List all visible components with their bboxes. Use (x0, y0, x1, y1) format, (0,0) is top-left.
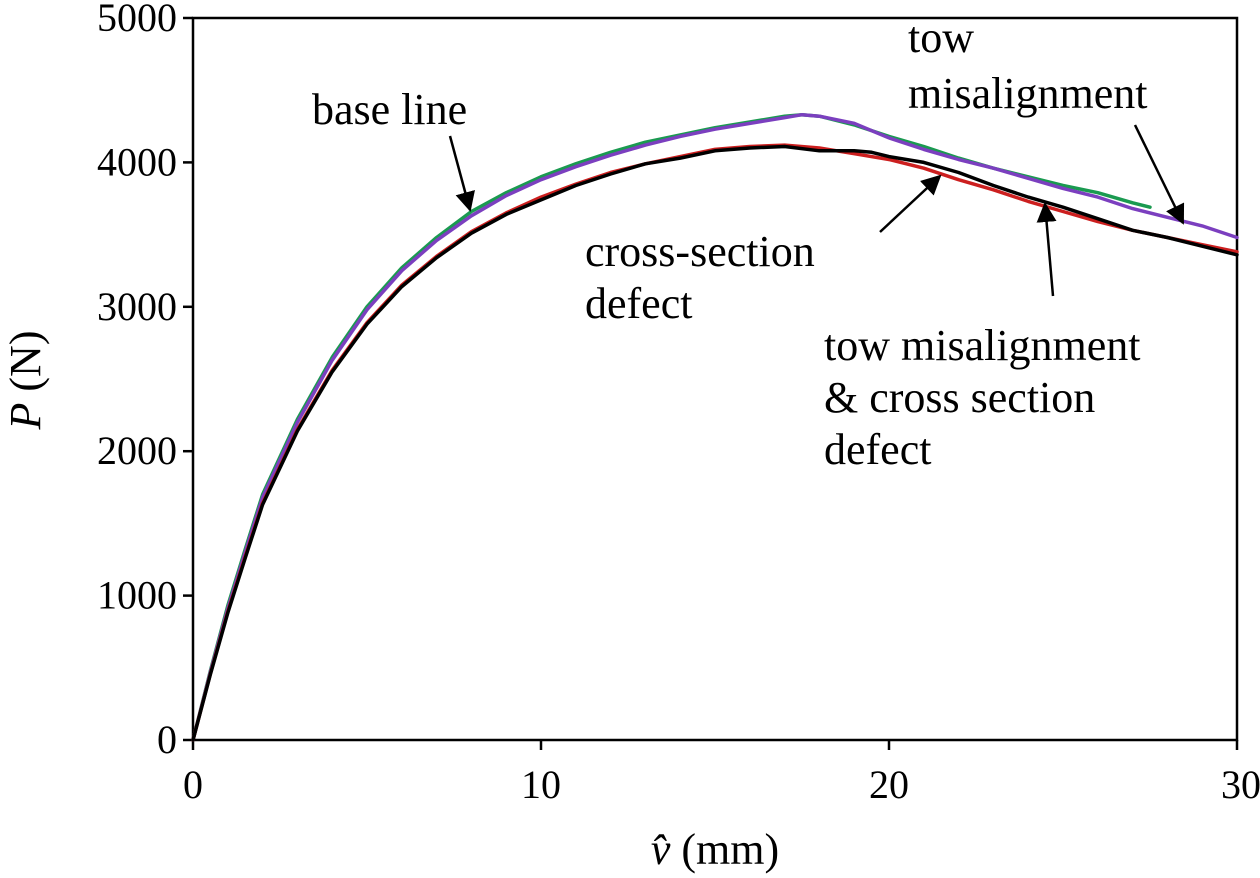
y-axis-label: P (N) (1, 331, 50, 431)
annotation-base-line: base line (312, 85, 475, 212)
x-tick-label: 10 (521, 762, 561, 807)
x-tick-label: 20 (869, 762, 909, 807)
y-tick-label: 5000 (97, 0, 177, 40)
plot-area-frame (191, 16, 1239, 742)
annotation-text: tow misalignment (908, 13, 1148, 118)
y-tick-label: 3000 (97, 284, 177, 329)
annotation-text: tow misalignment & cross section defect (824, 321, 1152, 474)
annotation-tow-misalignment: tow misalignment (908, 13, 1185, 225)
series-layer (191, 112, 1239, 742)
y-tick-label: 0 (157, 717, 177, 762)
x-axis-ticks: 0 10 20 30 (183, 740, 1260, 807)
x-axis-label-text: v̂ (mm) (651, 825, 779, 874)
series-line-tow-misalignment (191, 112, 1239, 742)
annotation-arrow (1133, 124, 1185, 225)
annotation-text: base line (312, 85, 467, 134)
annotation-combined-defect: tow misalignment & cross section defect (824, 202, 1152, 474)
y-tick-label: 4000 (97, 139, 177, 184)
annotation-arrow (1036, 202, 1057, 297)
annotation-text: cross-section defect (585, 227, 826, 328)
annotation-arrow (448, 135, 475, 212)
annotation-arrow (879, 174, 942, 233)
y-tick-label: 1000 (97, 573, 177, 618)
series-line-base-line (191, 112, 1152, 742)
y-tick-label: 2000 (97, 428, 177, 473)
x-tick-label: 0 (183, 762, 203, 807)
y-axis-ticks: 0 1000 2000 3000 4000 5000 (97, 0, 193, 762)
y-axis-label-text: P (N) (1, 331, 50, 431)
annotation-cross-section-defect: cross-section defect (585, 174, 942, 328)
x-tick-label: 30 (1221, 762, 1260, 807)
